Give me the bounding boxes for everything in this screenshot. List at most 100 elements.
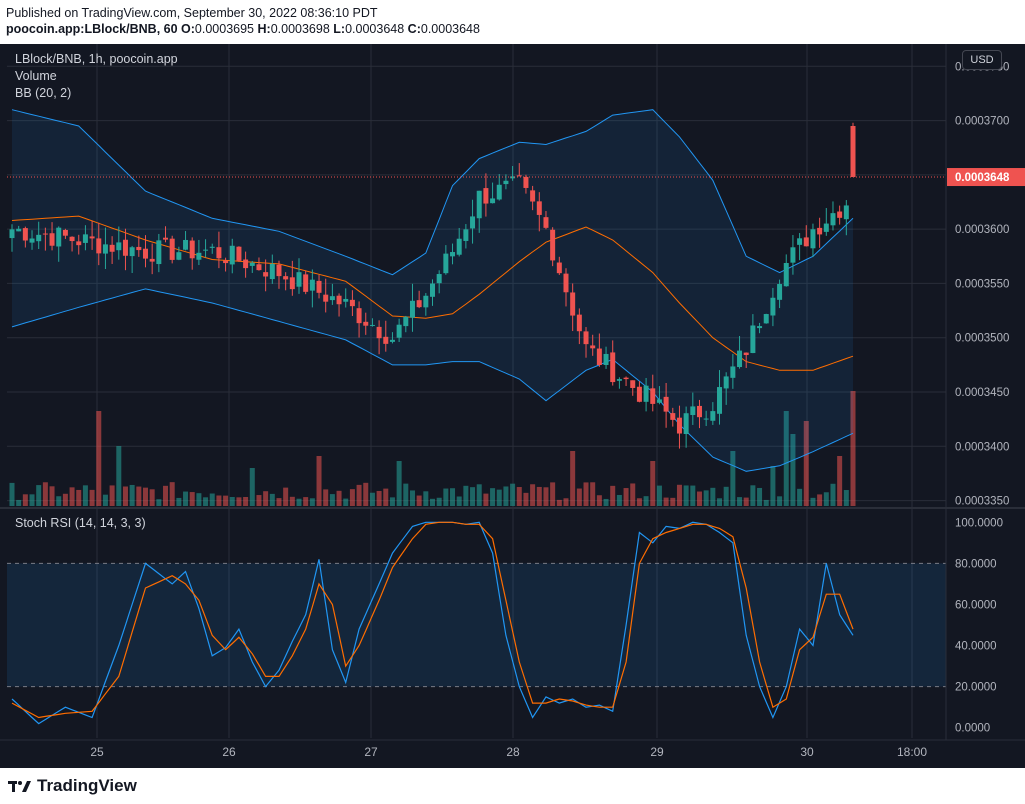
volume-bar [743, 497, 749, 506]
stoch-band-fill [7, 563, 946, 687]
bb-upper-line [11, 109, 854, 276]
candle-body [610, 352, 616, 383]
x-tick-label: 30 [800, 745, 814, 759]
stoch-k-line [11, 521, 854, 725]
price-tick-label: 0.0003500 [955, 333, 1009, 345]
candle-body [703, 418, 709, 420]
candle-body [430, 283, 435, 297]
candle-body [536, 201, 542, 215]
chart-svg[interactable]: 25262728293018:000.00037500.00037000.000… [0, 44, 1025, 768]
candle-body [570, 292, 576, 316]
candle-body [36, 234, 42, 242]
volume-bar [42, 482, 48, 506]
volume-bar [142, 487, 148, 506]
volume-bar [436, 497, 442, 506]
volume-bar [336, 490, 342, 506]
bb-legend[interactable]: BB (20, 2) [15, 86, 72, 100]
candle-body [269, 263, 275, 280]
volume-bar [122, 486, 128, 506]
volume-bar [503, 486, 509, 506]
candle-body [543, 217, 549, 228]
chart-area[interactable]: 25262728293018:000.00037500.00037000.000… [0, 44, 1025, 768]
candle-body [156, 240, 162, 265]
volume-bar [850, 391, 856, 506]
volume-bar [249, 468, 255, 506]
candle-body [176, 252, 182, 260]
candle-body [743, 352, 749, 356]
volume-bar [550, 482, 556, 506]
volume-bar [309, 498, 315, 506]
volume-bar [636, 498, 642, 506]
candle-body [142, 248, 148, 259]
candle-body [516, 175, 522, 177]
volume-bar [89, 489, 95, 506]
candle-body [296, 272, 302, 287]
volume-bar [643, 496, 649, 506]
volume-bar [803, 421, 809, 506]
x-tick-label: 18:00 [897, 745, 927, 759]
volume-bar [423, 491, 429, 506]
volume-bar [630, 483, 636, 506]
candle-body [663, 396, 669, 412]
candle-body [803, 237, 809, 247]
candle-body [9, 229, 15, 239]
candle-body [750, 325, 756, 354]
tradingview-logo[interactable]: TradingView [8, 776, 137, 796]
volume-bar [616, 494, 622, 506]
volume-bar [349, 489, 355, 506]
stoch-tick-label: 0.0000 [955, 723, 990, 735]
candle-body [423, 295, 429, 308]
candle-body [696, 405, 702, 418]
volume-bar [22, 494, 28, 506]
volume-bar [757, 487, 763, 506]
volume-bar [76, 489, 82, 506]
volume-bar [196, 493, 202, 506]
candle-body [316, 280, 322, 293]
l-label: L: [333, 22, 346, 36]
volume-bar [737, 497, 743, 506]
volume-bar [570, 451, 576, 506]
candle-body [456, 238, 462, 255]
stoch-legend[interactable]: Stoch RSI (14, 14, 3, 3) [15, 516, 146, 530]
candle-body [263, 272, 269, 277]
volume-bar [676, 484, 682, 506]
volume-bar [96, 411, 102, 506]
candle-body [96, 238, 102, 254]
candle-body [790, 247, 796, 263]
volume-bar [843, 490, 849, 506]
candle-body [783, 262, 789, 287]
volume-bar [329, 494, 335, 506]
candle-body [717, 387, 723, 414]
stoch-rsi-layer [11, 521, 854, 725]
volume-bar [363, 482, 369, 506]
last-price-label: 0.0003648 [955, 172, 1010, 184]
volume-bar [356, 484, 362, 506]
candle-body [323, 294, 329, 302]
volume-bar [496, 489, 502, 506]
volume-bar [777, 496, 783, 506]
volume-bar [610, 485, 616, 506]
price-tick-label: 0.0003400 [955, 441, 1009, 453]
volume-bar [289, 496, 295, 506]
candle-body [169, 238, 175, 260]
candle-body [249, 262, 255, 266]
volume-bar [136, 486, 142, 506]
candle-body [683, 413, 689, 434]
volume-bar [409, 490, 415, 506]
candle-body [636, 386, 642, 402]
volume-bar [176, 497, 182, 506]
volume-bar [450, 488, 456, 506]
volume-bar [837, 456, 843, 506]
h-value: 0.0003698 [270, 22, 330, 36]
volume-bar [696, 491, 702, 506]
candle-body [209, 246, 215, 248]
stoch-tick-label: 100.0000 [955, 517, 1003, 529]
candle-body [576, 314, 582, 332]
currency-button[interactable]: USD [962, 50, 1002, 70]
candle-body [149, 258, 155, 262]
candle-body [810, 229, 816, 249]
stoch-tick-label: 20.0000 [955, 682, 997, 694]
volume-legend[interactable]: Volume [15, 69, 57, 83]
candle-body [450, 252, 456, 257]
x-tick-label: 27 [364, 745, 378, 759]
